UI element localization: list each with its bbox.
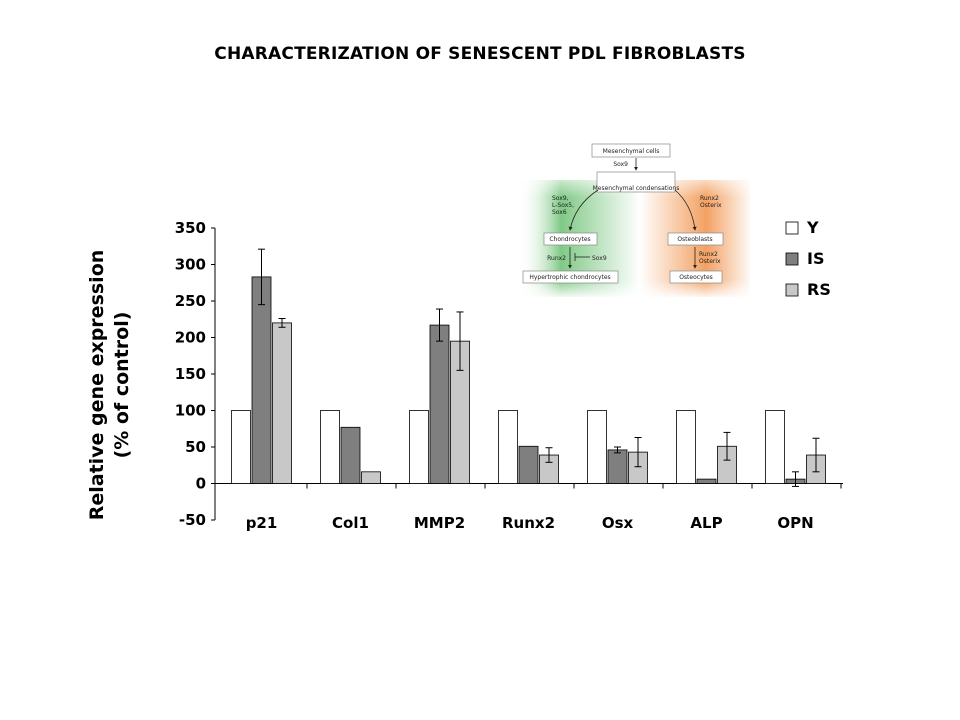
error-bar-rs-p21 <box>278 318 286 328</box>
bar-y-p21 <box>231 410 251 484</box>
node-runx2-osterix-1: Runx2 <box>699 251 718 258</box>
bar-is-col1 <box>340 426 361 484</box>
bars <box>231 248 826 487</box>
bar-is-p21 <box>251 276 272 484</box>
bar-y-col1 <box>320 410 340 484</box>
y-tick-label: 300 <box>175 256 206 274</box>
x-category-label: MMP2 <box>414 514 465 532</box>
y-tick-label: 0 <box>196 475 206 493</box>
node-chondrocytes-box <box>543 232 598 246</box>
legend: Y IS RS <box>785 218 831 299</box>
node-osteocytes: Osteocytes <box>679 274 713 281</box>
x-category-label: OPN <box>777 514 813 532</box>
y-axis-label: Relative gene expression (% of control) <box>86 250 133 521</box>
error-bar-is-mmp2 <box>436 308 443 342</box>
y-tick-label: 50 <box>185 438 206 456</box>
x-category-label: ALP <box>690 514 722 532</box>
y-axis-label-line2: (% of control) <box>111 312 133 459</box>
error-bar-rs-osx <box>634 437 642 468</box>
bar-y-alp <box>676 410 696 484</box>
differentiation-inset-diagram: Mesenchymal cells Sox9 Mesenchymal conde… <box>518 143 750 297</box>
node-mesenchymal-cells-box <box>591 143 671 158</box>
bar-y-opn <box>765 410 785 484</box>
legend-swatch-is <box>785 252 799 266</box>
y-axis-label-line1: Relative gene expression <box>86 250 108 521</box>
y-tick-label: 250 <box>175 292 206 310</box>
y-tick-label: -50 <box>179 511 206 529</box>
bar-y-runx2 <box>498 410 518 484</box>
arrow-to-chondrocytes <box>568 189 599 231</box>
x-category-label: Osx <box>602 514 634 532</box>
legend-swatch-y <box>785 221 799 235</box>
bar-y-osx <box>587 410 607 484</box>
bar-is-mmp2 <box>429 324 450 484</box>
node-condensations-box <box>596 171 676 193</box>
y-tick-label: 150 <box>175 365 206 383</box>
node-mesenchymal-cells: Mesenchymal cells <box>603 148 660 155</box>
legend-label-y: Y <box>806 218 819 237</box>
legend-label-is: IS <box>807 249 824 268</box>
node-osteoblasts-box <box>667 232 724 246</box>
x-category-label: p21 <box>246 514 278 532</box>
node-sox9-top: Sox9 <box>613 161 628 168</box>
node-runx2-osterix-2: Osterix <box>699 258 721 265</box>
bar-y-mmp2 <box>409 410 429 484</box>
error-bar-rs-runx2 <box>545 447 553 463</box>
node-sox9-inhibit: Sox9 <box>592 255 607 262</box>
node-osteoblasts: Osteoblasts <box>677 236 712 243</box>
legend-label-rs: RS <box>807 280 831 299</box>
y-tick-label: 100 <box>175 402 206 420</box>
arrow-to-osteoblasts <box>674 189 697 231</box>
left-factor-3: Sox6 <box>552 209 567 216</box>
error-bar-is-opn <box>792 471 799 487</box>
bar-is-osx <box>607 449 628 484</box>
node-mesenchymal-condensations: Mesenchymal condensations <box>593 185 680 192</box>
bar-is-runx2 <box>518 445 539 484</box>
y-tick-label: 200 <box>175 329 206 347</box>
error-bar-is-p21 <box>258 248 265 306</box>
error-bar-rs-mmp2 <box>456 311 464 371</box>
node-hypertrophic-box <box>522 270 619 284</box>
right-factor-1: Runx2 <box>700 195 719 202</box>
node-hypertrophic-chondrocytes: Hypertrophic chondrocytes <box>529 274 610 281</box>
x-category-label: Runx2 <box>502 514 555 532</box>
node-chondrocytes: Chondrocytes <box>549 236 590 243</box>
axes: -50 0 50 100 150 200 250 300 350 p21 Col1 MMP2 Runx2… <box>175 219 843 532</box>
left-factor-2: L-Sox5, <box>552 202 574 209</box>
legend-swatch-rs <box>785 283 799 297</box>
error-bar-rs-alp <box>723 431 731 461</box>
node-runx2-left: Runx2 <box>547 255 566 262</box>
node-osteocytes-box <box>669 270 723 284</box>
bar-is-alp <box>696 478 717 484</box>
x-category-label: Col1 <box>332 514 369 532</box>
right-factor-2: Osterix <box>700 202 722 209</box>
error-bar-rs-opn <box>812 437 820 473</box>
bar-rs-col1 <box>361 471 381 484</box>
y-tick-label: 350 <box>175 219 206 237</box>
bar-rs-p21 <box>272 322 292 484</box>
error-bar-is-osx <box>614 446 621 454</box>
slide-title: CHARACTERIZATION OF SENESCENT PDL FIBROB… <box>214 44 746 64</box>
left-factor-1: Sox9, <box>552 195 569 202</box>
